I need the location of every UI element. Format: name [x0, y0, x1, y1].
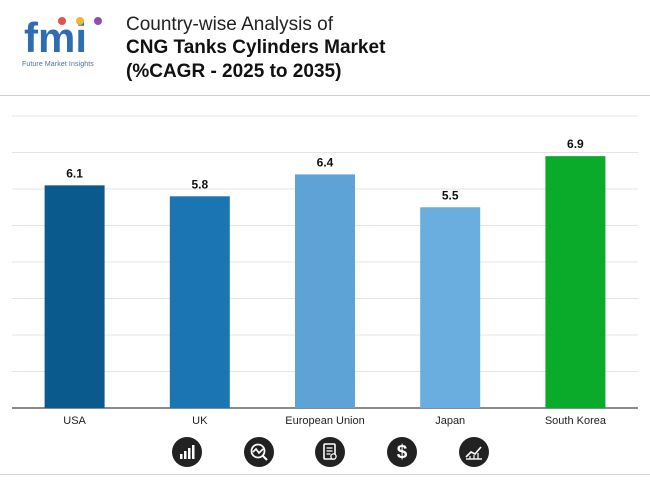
- fmi-logo-mark: fmi: [24, 14, 102, 60]
- title-line-2: CNG Tanks Cylinders Market: [126, 37, 386, 58]
- dollar-icon: $: [387, 437, 417, 467]
- footer-icons: $: [0, 436, 650, 472]
- x-tick-label: Japan: [435, 415, 465, 427]
- data-label: 6.1: [66, 166, 83, 180]
- logo-tagline: Future Market Insights: [22, 61, 94, 68]
- x-tick-label: South Korea: [545, 415, 607, 427]
- title-line-1: Country-wise Analysis of: [126, 14, 333, 35]
- bar-japan: [420, 207, 481, 408]
- header-divider: [0, 95, 650, 96]
- bar-growth-icon: [172, 437, 202, 467]
- data-label: 5.5: [442, 188, 459, 202]
- bar-usa: [44, 185, 105, 408]
- fmi-logo: fmi Future Market Insights: [22, 12, 112, 74]
- x-tick-label: UK: [192, 415, 208, 427]
- svg-text:$: $: [397, 442, 408, 462]
- title-line-3: (%CAGR - 2025 to 2035): [126, 61, 342, 82]
- footer-divider: [0, 474, 650, 475]
- bar-european-union: [295, 174, 355, 408]
- x-tick-label: European Union: [285, 415, 365, 427]
- data-label: 6.4: [317, 155, 334, 169]
- header: fmi Future Market Insights Country-wise …: [0, 0, 650, 96]
- chart-svg: 6.1 USA 5.8 UK 6.4 European Union 5.5 Japan 6.9 S…: [12, 115, 638, 427]
- bar-uk: [169, 196, 230, 408]
- x-tick-label: USA: [63, 415, 86, 427]
- data-label: 5.8: [191, 177, 208, 191]
- data-label: 6.9: [567, 137, 584, 151]
- report-document-icon: [315, 437, 345, 467]
- trend-chart-icon: [459, 437, 489, 467]
- bar-south-korea: [545, 156, 606, 408]
- chart-title: Country-wise Analysis of CNG Tanks Cylin…: [126, 13, 626, 84]
- bar-chart: 6.1 USA 5.8 UK 6.4 European Union 5.5 Japan 6.9 S…: [0, 96, 650, 436]
- analysis-gauge-icon: [244, 437, 274, 467]
